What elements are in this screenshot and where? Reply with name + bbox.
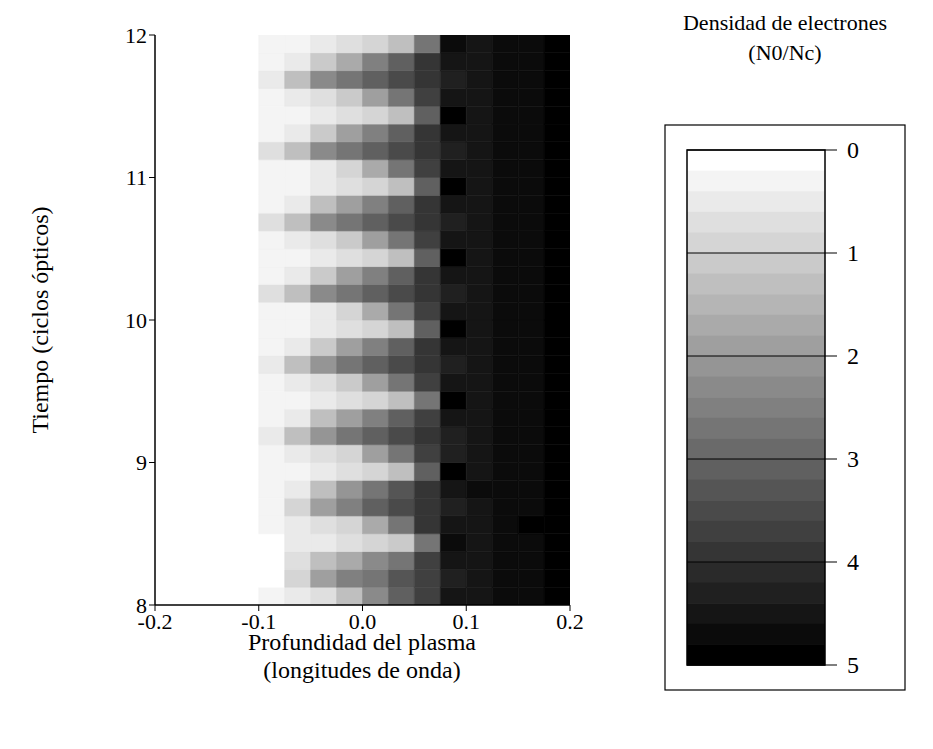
svg-text:0: 0 [847, 137, 859, 163]
svg-text:12: 12 [125, 23, 147, 48]
svg-text:-0.1: -0.1 [241, 608, 277, 634]
svg-text:8: 8 [136, 593, 147, 618]
svg-text:11: 11 [126, 165, 147, 190]
svg-text:Densidad de electrones: Densidad de electrones [683, 10, 887, 35]
svg-text:4: 4 [847, 549, 859, 575]
svg-text:-0.2: -0.2 [137, 608, 173, 634]
html-text:Profundidad del plasma: Profundidad del plasma [248, 629, 476, 655]
svg-text:0.2: 0.2 [556, 609, 584, 634]
svg-text:(N0/Nc): (N0/Nc) [748, 40, 821, 65]
svg-text:10: 10 [125, 308, 147, 333]
svg-text:2: 2 [847, 343, 859, 369]
html-text:Tiempo (ciclos ópticos): Tiempo (ciclos ópticos) [26, 206, 53, 434]
svg-text:9: 9 [136, 450, 147, 475]
svg-text:5: 5 [847, 652, 859, 678]
svg-text:0.1: 0.1 [452, 608, 480, 634]
svg-text:3: 3 [847, 446, 859, 472]
svg-text:1: 1 [847, 240, 859, 266]
html-text:(longitudes de onda): (longitudes de onda) [263, 657, 461, 683]
svg-text:0.0: 0.0 [348, 608, 377, 634]
